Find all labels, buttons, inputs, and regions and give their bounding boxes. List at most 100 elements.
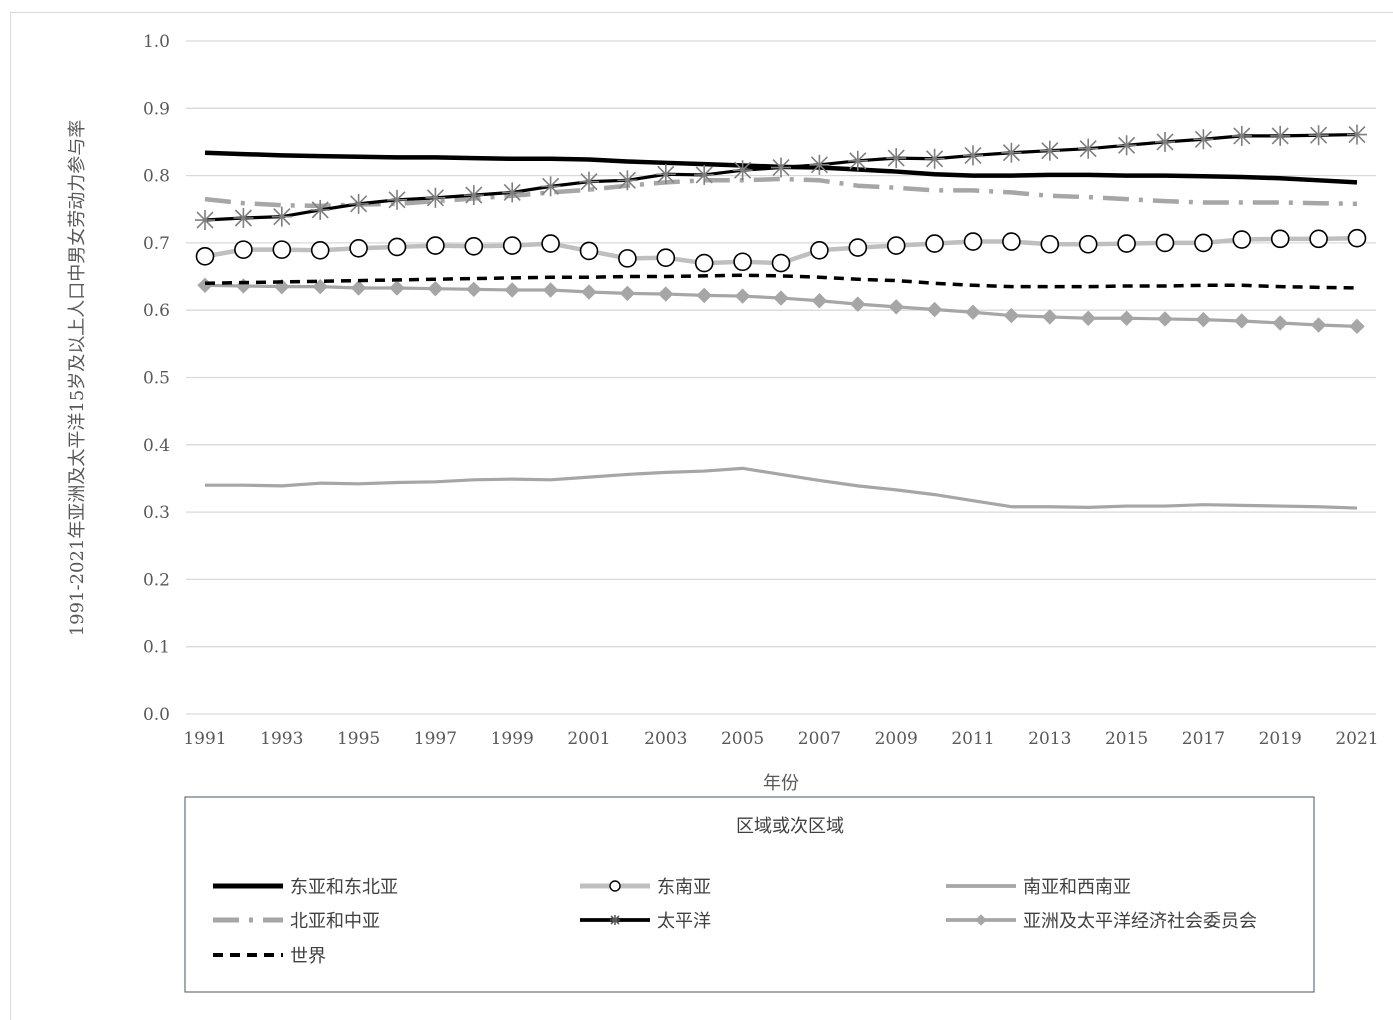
legend-label: 世界 xyxy=(290,946,326,967)
series-2 xyxy=(205,466,1358,510)
data-point xyxy=(1080,310,1096,326)
data-point xyxy=(809,154,830,175)
gridlines xyxy=(186,40,1376,715)
data-point xyxy=(1078,138,1099,159)
x-tick-label: 2013 xyxy=(1028,729,1071,749)
data-point xyxy=(425,187,446,208)
data-point xyxy=(466,281,482,298)
legend-label: 北亚和中亚 xyxy=(290,911,380,932)
series-line xyxy=(204,273,1358,290)
series-line xyxy=(204,176,1358,209)
y-tick-label: 1.0 xyxy=(143,32,170,52)
data-point xyxy=(1001,142,1022,163)
x-axis-tick-labels: 1991 1993 1995 1997 1999 2001 2003 2005 2007 2009… xyxy=(183,729,1378,749)
y-tick-label: 0.9 xyxy=(143,99,170,119)
data-point xyxy=(579,241,599,261)
data-point xyxy=(272,240,292,259)
data-point xyxy=(658,286,674,302)
legend-box xyxy=(184,796,1315,993)
y-tick-label: 0.1 xyxy=(143,638,170,658)
x-tick-label: 1993 xyxy=(260,729,303,749)
data-point xyxy=(732,160,753,181)
data-point xyxy=(349,238,368,258)
data-point xyxy=(389,280,405,296)
data-point xyxy=(1347,124,1367,145)
legend-item: 世界 xyxy=(213,946,326,967)
series-line xyxy=(205,466,1358,510)
x-tick-label: 2011 xyxy=(951,729,994,749)
data-point xyxy=(1039,140,1060,161)
y-tick-label: 0.5 xyxy=(143,369,170,389)
legend-marker xyxy=(975,914,987,926)
data-point xyxy=(271,206,292,227)
data-point xyxy=(1234,313,1250,329)
data-point xyxy=(1308,125,1329,146)
data-point xyxy=(1310,317,1327,333)
x-tick-label: 2007 xyxy=(798,729,841,749)
legend-label: 南亚和西南亚 xyxy=(1023,877,1131,898)
y-axis-title: 1991-2021年亚洲及太平洋15岁及以上人口中男女劳动力参与率 xyxy=(67,120,88,637)
data-point xyxy=(1272,315,1288,331)
data-point xyxy=(1349,318,1365,335)
x-tick-label: 2017 xyxy=(1182,729,1225,749)
data-point xyxy=(1117,234,1136,253)
data-point xyxy=(502,182,523,203)
data-point xyxy=(886,148,907,169)
data-point xyxy=(925,234,944,253)
series-5 xyxy=(197,277,1365,335)
legend-item: 亚洲及太平洋经济社会委员会 xyxy=(946,911,1257,932)
data-point xyxy=(617,170,638,191)
data-point xyxy=(234,240,253,259)
data-point xyxy=(504,282,520,298)
x-tick-label: 2001 xyxy=(567,729,610,749)
data-point xyxy=(886,236,906,255)
data-point xyxy=(426,236,445,255)
data-point xyxy=(1118,310,1135,326)
legend-marker xyxy=(609,880,621,892)
data-point xyxy=(733,252,752,272)
data-point xyxy=(1116,135,1137,156)
data-point xyxy=(1042,309,1058,325)
data-point xyxy=(387,237,407,257)
data-point xyxy=(1347,228,1367,248)
data-point xyxy=(1040,234,1060,254)
data-point xyxy=(350,280,367,296)
data-point xyxy=(348,193,369,214)
data-point xyxy=(694,253,714,273)
legend-item: 北亚和中亚 xyxy=(213,911,380,932)
data-point xyxy=(542,282,559,298)
legend-title: 区域或次区域 xyxy=(736,816,844,837)
data-point xyxy=(1270,229,1290,249)
data-point xyxy=(581,284,597,300)
data-point xyxy=(541,234,560,253)
data-point xyxy=(1194,233,1213,253)
data-point xyxy=(1231,125,1252,146)
y-tick-label: 0.2 xyxy=(143,570,170,590)
y-tick-label: 0.8 xyxy=(143,167,170,187)
data-point xyxy=(696,287,712,304)
legend-label: 东亚和东北亚 xyxy=(290,877,398,898)
y-tick-label: 0.3 xyxy=(143,503,170,523)
x-axis-title: 年份 xyxy=(763,773,799,794)
data-point xyxy=(540,176,561,197)
series-3 xyxy=(204,176,1358,209)
data-point xyxy=(464,236,484,256)
data-point xyxy=(963,145,983,166)
data-point xyxy=(1078,234,1098,254)
data-point xyxy=(312,278,328,295)
y-tick-label: 0.4 xyxy=(143,436,170,456)
series-1 xyxy=(195,228,1367,273)
data-point xyxy=(810,241,829,260)
data-point xyxy=(850,296,866,312)
data-point xyxy=(848,238,868,257)
y-tick-label: 0.6 xyxy=(143,301,170,321)
legend-item: 东南亚 xyxy=(580,877,711,898)
y-tick-label: 0.0 xyxy=(143,705,170,725)
data-point xyxy=(811,293,828,309)
data-point xyxy=(771,157,791,178)
y-axis-tick-labels: 0.0 0.1 0.2 0.3 0.4 0.5 0.6 0.7 0.8 0.9 1.0 xyxy=(143,32,170,725)
legend-label: 太平洋 xyxy=(657,911,711,932)
x-tick-label: 2005 xyxy=(721,729,764,749)
x-tick-label: 2021 xyxy=(1335,729,1378,749)
